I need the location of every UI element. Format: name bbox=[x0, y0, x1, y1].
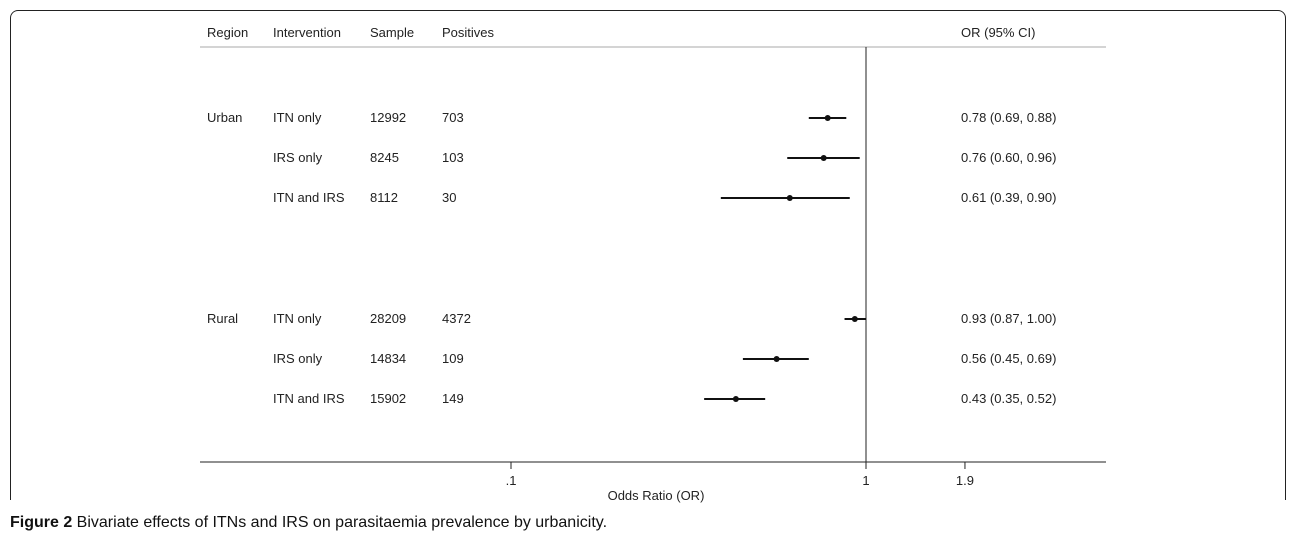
row-sample: 8112 bbox=[370, 190, 398, 205]
row-intervention: IRS only bbox=[273, 351, 323, 366]
row-sample: 14834 bbox=[370, 351, 406, 366]
caption-text: Bivariate effects of ITNs and IRS on par… bbox=[72, 514, 608, 531]
row-or-ci: 0.93 (0.87, 1.00) bbox=[961, 311, 1056, 326]
or-point bbox=[824, 115, 831, 121]
row-sample: 8245 bbox=[370, 150, 399, 165]
row-or-ci: 0.76 (0.60, 0.96) bbox=[961, 150, 1056, 165]
ticks-layer: .1 1 1.9 bbox=[506, 462, 974, 488]
row-intervention: ITN and IRS bbox=[273, 190, 345, 205]
row-positives: 103 bbox=[442, 150, 464, 165]
region-label: Urban bbox=[207, 110, 242, 125]
or-point bbox=[820, 155, 827, 161]
row-sample: 28209 bbox=[370, 311, 406, 326]
row-sample: 15902 bbox=[370, 391, 406, 406]
row-sample: 12992 bbox=[370, 110, 406, 125]
row-positives: 30 bbox=[442, 190, 456, 205]
row-positives: 4372 bbox=[442, 311, 471, 326]
row-intervention: IRS only bbox=[273, 150, 323, 165]
header-sample: Sample bbox=[370, 25, 414, 40]
row-intervention: ITN only bbox=[273, 311, 322, 326]
rows-layer: Urban ITN only 12992 703 0.78 (0.69, 0.88) IR… bbox=[207, 110, 1056, 406]
header-region: Region bbox=[207, 25, 248, 40]
figure-frame bbox=[10, 10, 1286, 500]
row-or-ci: 0.43 (0.35, 0.52) bbox=[961, 391, 1056, 406]
or-point bbox=[786, 195, 793, 201]
row-or-ci: 0.61 (0.39, 0.90) bbox=[961, 190, 1056, 205]
region-label: Rural bbox=[207, 311, 238, 326]
or-point bbox=[851, 316, 858, 322]
row-positives: 109 bbox=[442, 351, 464, 366]
row-or-ci: 0.78 (0.69, 0.88) bbox=[961, 110, 1056, 125]
row-intervention: ITN only bbox=[273, 110, 322, 125]
header-intervention: Intervention bbox=[273, 25, 341, 40]
x-tick-label: 1.9 bbox=[956, 473, 974, 488]
or-point bbox=[773, 356, 780, 362]
row-intervention: ITN and IRS bbox=[273, 391, 345, 406]
row-or-ci: 0.56 (0.45, 0.69) bbox=[961, 351, 1056, 366]
or-point bbox=[732, 396, 739, 402]
figure-caption: Figure 2 Bivariate effects of ITNs and I… bbox=[10, 514, 607, 532]
x-tick-label: .1 bbox=[506, 473, 517, 488]
row-positives: 703 bbox=[442, 110, 464, 125]
header-positives: Positives bbox=[442, 25, 495, 40]
row-positives: 149 bbox=[442, 391, 464, 406]
header-or-ci: OR (95% CI) bbox=[961, 25, 1035, 40]
x-axis-label: Odds Ratio (OR) bbox=[608, 488, 705, 503]
caption-label: Figure 2 bbox=[10, 514, 73, 531]
x-tick-label: 1 bbox=[862, 473, 869, 488]
forest-plot: Region Intervention Sample Positives OR … bbox=[200, 25, 1106, 503]
